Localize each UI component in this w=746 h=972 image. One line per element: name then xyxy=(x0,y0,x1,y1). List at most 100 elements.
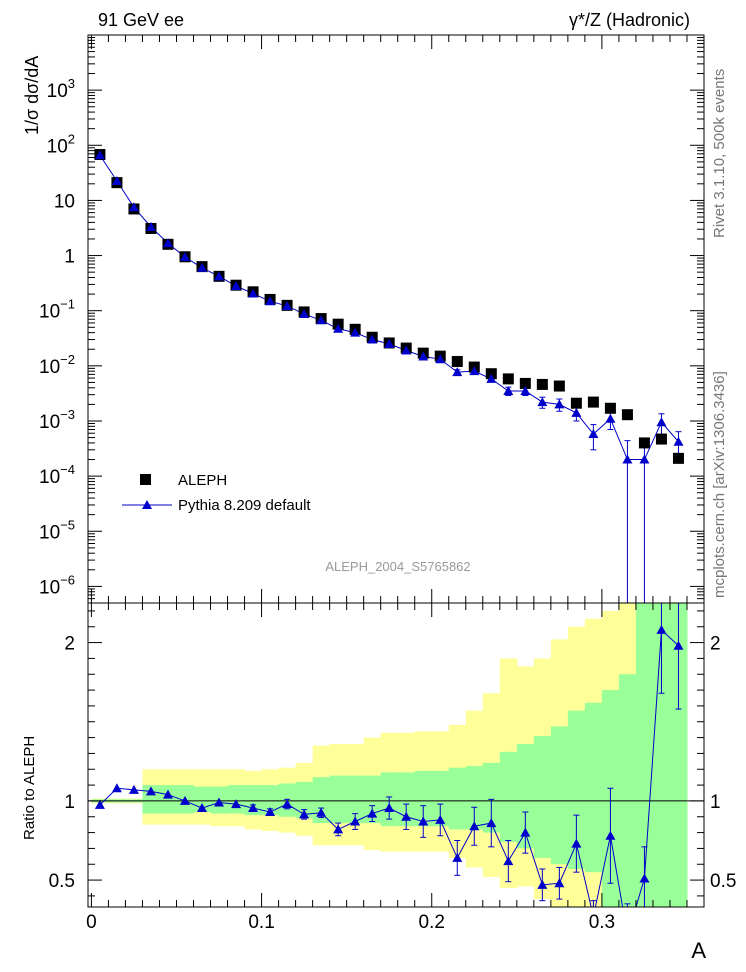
main-ytick-label: 10−1 xyxy=(39,297,75,323)
ratio-band-inner xyxy=(414,770,433,827)
pythia-point xyxy=(418,351,429,361)
main-ytick-label: 103 xyxy=(47,76,75,102)
pythia-point xyxy=(367,334,378,344)
ratio-point xyxy=(111,783,122,793)
ratio-point xyxy=(486,818,497,828)
ratio-band-inner xyxy=(295,781,314,819)
ratio-point xyxy=(265,807,276,816)
aleph-point xyxy=(502,373,514,385)
ratio-ylabel: Ratio to ALEPH xyxy=(21,736,38,840)
ratio-point xyxy=(231,799,242,809)
ratio-band-inner xyxy=(397,772,416,827)
ratio-xtick-label: 0.2 xyxy=(419,912,445,933)
ratio-ytick-label: 2 xyxy=(64,634,75,655)
pythia-point xyxy=(299,309,310,319)
ratio-band-inner xyxy=(567,710,586,869)
pythia-point xyxy=(469,366,480,376)
ratio-band-inner xyxy=(550,726,569,865)
main-frame xyxy=(87,34,705,604)
ratio-point xyxy=(639,873,650,883)
ratio-point xyxy=(520,827,531,837)
ratio-band-inner xyxy=(584,702,603,873)
ratio-xtick-label: 0.1 xyxy=(248,912,274,933)
ratio-ytick-label: 0.5 xyxy=(49,871,75,892)
aleph-point xyxy=(553,380,565,392)
pythia-point xyxy=(214,271,225,281)
main-ytick-label: 10−6 xyxy=(39,572,75,598)
aleph-point xyxy=(587,396,599,408)
pythia-point xyxy=(248,288,259,298)
pythia-point xyxy=(435,354,446,364)
ratio-point xyxy=(401,811,412,821)
aleph-point xyxy=(570,397,582,409)
pythia-point xyxy=(673,436,684,446)
pythia-point xyxy=(571,407,582,417)
right-title: γ*/Z (Hadronic) xyxy=(569,10,690,30)
pythia-point xyxy=(333,323,344,333)
ratio-point xyxy=(333,824,344,834)
ratio-band-inner xyxy=(618,674,637,907)
pythia-point xyxy=(520,385,531,395)
ratio-xtick-label: 0 xyxy=(86,912,97,933)
pythia-point xyxy=(197,262,208,272)
left-title: 91 GeV ee xyxy=(98,10,184,30)
main-ytick-label: 10−4 xyxy=(39,462,75,488)
ratio-band-inner xyxy=(329,775,348,824)
pythia-point xyxy=(128,202,139,212)
ratio-plot-area xyxy=(88,603,704,907)
pythia-point xyxy=(282,300,293,310)
ratio-point xyxy=(197,803,208,813)
aleph-point xyxy=(604,402,616,414)
legend: ALEPH Pythia 8.209 default xyxy=(122,472,311,514)
ratio-point xyxy=(316,807,327,817)
pythia-line xyxy=(99,154,679,461)
ratio-point xyxy=(282,799,293,809)
pythia-point xyxy=(554,399,565,409)
ratio-band-inner xyxy=(533,736,552,858)
pythia-point xyxy=(231,281,242,291)
ratio-point xyxy=(605,830,616,840)
ratio-band-inner xyxy=(244,785,263,816)
legend-marker-pythia xyxy=(142,500,152,509)
main-ytick-label: 10−3 xyxy=(39,407,75,433)
ratio-band-inner xyxy=(516,743,535,849)
ratio-point xyxy=(162,789,173,799)
ratio-point xyxy=(537,879,548,889)
ratio-point xyxy=(94,799,105,809)
main-panel: 10−6 10−5 10−4 10−3 10−2 10−1 1 10 102 103 xyxy=(39,34,705,604)
ratio-band-inner xyxy=(431,770,450,827)
pythia-point xyxy=(384,338,395,348)
aleph-point xyxy=(536,378,548,390)
ratio-point xyxy=(367,808,378,818)
main-ytick-label: 10−5 xyxy=(39,517,75,543)
ratio-point xyxy=(128,784,139,794)
pythia-point xyxy=(350,327,361,337)
pythia-point xyxy=(179,252,190,262)
pythia-point xyxy=(656,417,667,427)
ratio-band-inner xyxy=(448,767,467,830)
ratio-xlabel: A xyxy=(691,938,706,963)
main-ytick-label: 10 xyxy=(54,191,75,212)
analysis-watermark: ALEPH_2004_S5765862 xyxy=(325,559,470,574)
ratio-band-inner xyxy=(363,775,382,824)
aleph-point xyxy=(638,437,650,449)
ratio-point xyxy=(214,797,225,807)
ratio-point xyxy=(179,795,190,805)
ratio-point xyxy=(571,838,582,848)
ratio-band-inner xyxy=(227,785,246,814)
pythia-point xyxy=(537,397,548,407)
ratio-point xyxy=(503,856,514,866)
pythia-point xyxy=(265,296,276,306)
ratio-band-inner xyxy=(346,775,365,824)
ratio-point xyxy=(350,816,361,826)
aleph-point xyxy=(485,368,497,380)
pythia-point xyxy=(316,315,327,325)
ratio-point xyxy=(299,809,310,819)
source-label: mcplots.cern.ch [arXiv:1306.3436] xyxy=(711,371,728,598)
ratio-point xyxy=(384,803,395,813)
ratio-point xyxy=(673,640,684,650)
ratio-point xyxy=(418,816,429,826)
ratio-point xyxy=(656,624,667,634)
ratio-band-inner xyxy=(312,777,331,824)
